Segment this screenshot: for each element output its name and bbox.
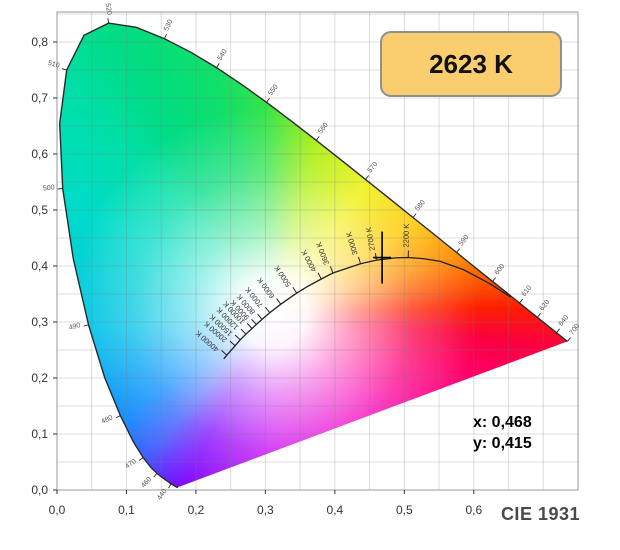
plot-border: [56, 11, 579, 491]
diagram-title: CIE 1931: [500, 504, 580, 524]
temperature-label: 3000 K: [344, 231, 359, 256]
x-axis-tick-label: 0,2: [188, 503, 205, 517]
wavelength-label: 600: [494, 263, 507, 277]
temperature-label: 3600 K: [314, 241, 331, 266]
wavelength-label: 560: [317, 122, 330, 136]
cct-badge: 2623 K: [380, 31, 562, 97]
x-axis-tick-label: 0,0: [49, 503, 66, 517]
y-axis-tick-label: 0,5: [31, 203, 48, 217]
axis-labels: 0,0 0,1 0,2 0,3 0,4 0,5 0,6 0,0 0,1 0,2 0,3 0,4 0,5 0…: [31, 35, 482, 517]
x-axis-tick-label: 0,4: [327, 503, 344, 517]
temperature-label: 4000 K: [299, 248, 318, 273]
wavelength-label: 640: [558, 314, 571, 328]
wavelength-label: 500: [43, 184, 55, 192]
spectral-locus-outline: [58, 22, 568, 489]
y-axis-tick-label: 0,4: [31, 259, 48, 273]
wavelength-label: 490: [68, 322, 81, 332]
wavelength-label: 620: [538, 299, 551, 313]
readout-x: x: 0,468: [473, 414, 532, 431]
temperature-label: 2200 K: [401, 224, 411, 248]
x-axis-tick-label: 0,5: [396, 503, 413, 517]
x-axis-tick-label: 0,6: [465, 503, 482, 517]
cct-badge-label: 2623 K: [429, 48, 513, 79]
grid: [57, 12, 578, 490]
wavelength-label: 590: [458, 234, 471, 248]
y-axis-tick-label: 0,6: [31, 147, 48, 161]
x-axis-tick-label: 0,1: [118, 503, 135, 517]
wavelength-label: 570: [367, 161, 380, 175]
wavelength-label: 540: [217, 48, 229, 62]
wavelength-label: 460: [140, 476, 153, 489]
wavelength-label: 520: [104, 3, 113, 16]
wavelength-label: 550: [267, 83, 280, 97]
y-axis-tick-label: 0,1: [31, 427, 48, 441]
temperature-label: 2700 K: [364, 226, 377, 251]
wavelength-label: 700: [569, 323, 582, 337]
y-axis-tick-label: 0,8: [31, 35, 48, 49]
temperature-label: 5000 K: [272, 264, 293, 289]
wavelength-label: 480: [100, 414, 114, 425]
wavelength-label: 530: [163, 19, 174, 33]
x-axis-tick-label: 0,3: [257, 503, 274, 517]
y-axis-tick-label: 0,7: [31, 91, 48, 105]
wavelength-label: 510: [47, 60, 60, 70]
color-point-marker: [373, 231, 392, 284]
xy-readout: x: 0,468 y: 0,415: [473, 412, 532, 454]
y-axis-tick-label: 0,0: [31, 483, 48, 497]
planckian-locus: [223, 256, 511, 360]
wavelength-label: 610: [521, 284, 534, 298]
readout-y: y: 0,415: [473, 435, 532, 452]
y-axis-tick-label: 0,2: [31, 371, 48, 385]
y-axis-tick-label: 0,3: [31, 315, 48, 329]
